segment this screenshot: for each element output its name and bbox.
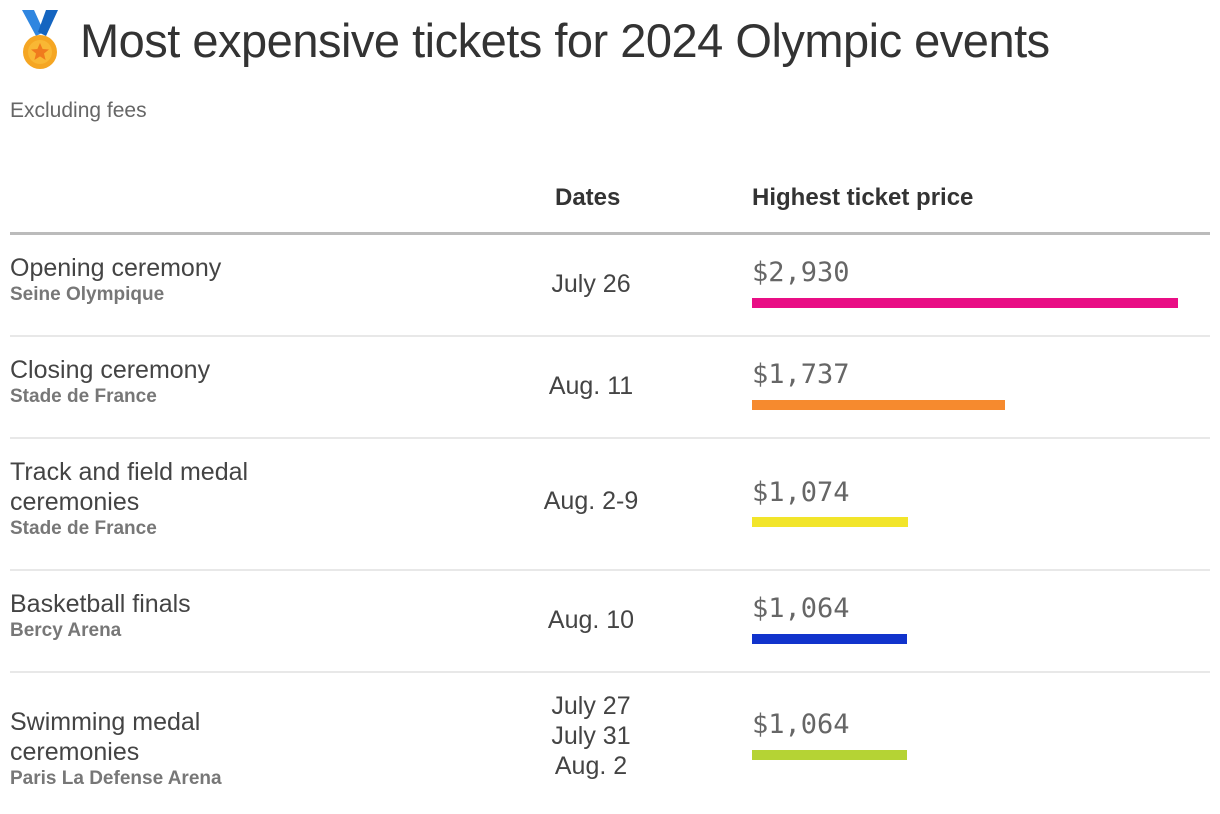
price-label: $1,064	[752, 709, 850, 740]
price-bar	[752, 634, 907, 644]
dates-cell: July 27 July 31 Aug. 2	[491, 691, 691, 781]
price-bar	[752, 750, 907, 760]
price-bar	[752, 400, 1005, 410]
event-name: Swimming medal ceremonies	[10, 708, 201, 766]
subtitle: Excluding fees	[10, 99, 147, 122]
price-label: $2,930	[752, 257, 850, 288]
sports-medal-icon	[22, 10, 58, 69]
table-row: Swimming medal ceremonies Paris La Defen…	[10, 673, 1210, 791]
venue-name: Paris La Defense Arena	[10, 768, 222, 789]
event-cell: Basketball finals Bercy Arena	[10, 589, 330, 643]
venue-name: Stade de France	[10, 518, 157, 539]
header-dates: Dates	[555, 184, 621, 211]
event-cell: Swimming medal ceremonies Paris La Defen…	[10, 707, 330, 791]
venue-name: Bercy Arena	[10, 620, 122, 641]
table-row: Track and field medal ceremonies Stade d…	[10, 439, 1210, 571]
date-line: July 31	[551, 722, 631, 750]
chart-title: Most expensive tickets for 2024 Olympic …	[14, 10, 1050, 70]
event-cell: Closing ceremony Stade de France	[10, 355, 330, 409]
dates-cell: Aug. 10	[491, 605, 691, 635]
price-label: $1,737	[752, 359, 850, 390]
venue-name: Seine Olympique	[10, 284, 165, 305]
event-cell: Opening ceremony Seine Olympique	[10, 253, 330, 307]
date-line: Aug. 10	[547, 606, 635, 634]
price-bar	[752, 298, 1178, 308]
event-name: Opening ceremony	[10, 254, 222, 282]
event-name: Basketball finals	[10, 590, 191, 618]
event-cell: Track and field medal ceremonies Stade d…	[10, 457, 330, 541]
date-line: July 27	[551, 692, 631, 720]
price-bar	[752, 517, 909, 527]
header-price: Highest ticket price	[752, 184, 974, 211]
price-label: $1,064	[752, 593, 850, 624]
dates-cell: Aug. 11	[491, 371, 691, 401]
table-row: Basketball finals Bercy Arena Aug. 10 $1…	[10, 571, 1210, 673]
venue-name: Stade de France	[10, 386, 157, 407]
title-text: Most expensive tickets for 2024 Olympic …	[80, 13, 1050, 67]
header-divider	[10, 232, 1210, 235]
event-name: Track and field medal ceremonies	[10, 458, 249, 516]
dates-cell: Aug. 2-9	[491, 486, 691, 516]
table-row: Closing ceremony Stade de France Aug. 11…	[10, 337, 1210, 439]
dates-cell: July 26	[491, 269, 691, 299]
event-name: Closing ceremony	[10, 356, 211, 384]
table-row: Opening ceremony Seine Olympique July 26…	[10, 235, 1210, 337]
date-line: July 26	[551, 270, 631, 298]
date-line: Aug. 2	[554, 752, 628, 780]
price-label: $1,074	[752, 477, 850, 508]
date-line: Aug. 11	[548, 372, 634, 400]
date-line: Aug. 2-9	[543, 487, 639, 515]
